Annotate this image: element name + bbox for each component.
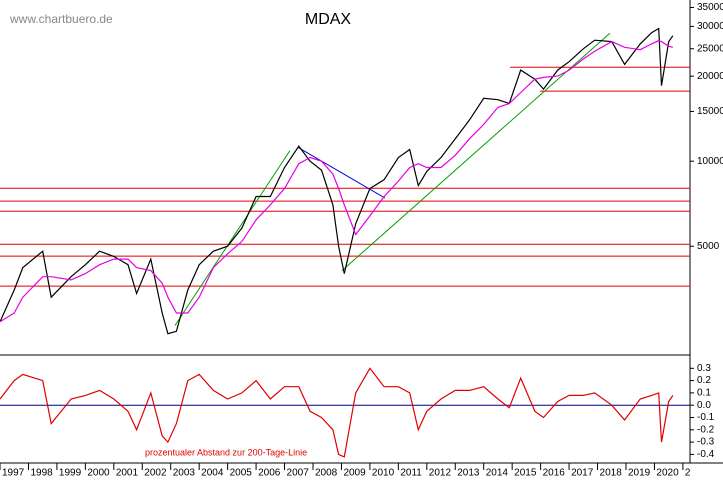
x-tick-label: 2017 [571, 468, 594, 479]
y-tick-label: 25000 [697, 43, 723, 54]
x-tick-label: 2013 [457, 468, 480, 479]
x-tick-label: 2014 [486, 468, 509, 479]
y-tick-label: 5000 [697, 241, 720, 252]
x-tick-label: 2000 [87, 468, 110, 479]
trend-line [174, 150, 291, 326]
x-tick-label: 2004 [201, 468, 224, 479]
x-tick-label: 1998 [30, 468, 53, 479]
x-tick-label: 2005 [230, 468, 253, 479]
x-tick-label: 2010 [372, 468, 395, 479]
y-tick-label: 30000 [697, 21, 723, 32]
series-line [0, 367, 674, 458]
x-tick-label: 2019 [628, 468, 651, 479]
x-tick-label: 2002 [144, 468, 167, 479]
x-tick-label: 1997 [2, 468, 25, 479]
y-tick-label: 20000 [697, 71, 723, 82]
y-tick-label: 0.3 [697, 363, 711, 374]
y-tick-label: -0.2 [697, 424, 715, 435]
x-tick-label: 1999 [59, 468, 82, 479]
series-line [0, 27, 674, 335]
x-tick-label: 2001 [116, 468, 139, 479]
x-tick-label: 2 [685, 468, 691, 479]
trend-line [297, 146, 386, 199]
y-tick-label: 0.0 [697, 400, 711, 411]
x-tick-label: 2015 [514, 468, 537, 479]
x-tick-label: 2008 [315, 468, 338, 479]
x-tick-label: 2020 [656, 468, 679, 479]
source: www.chartbuero.de [9, 12, 113, 26]
x-tick-label: 2011 [400, 468, 422, 479]
x-tick-label: 2009 [343, 468, 366, 479]
y-tick-label: 10000 [697, 156, 723, 167]
y-tick-label: -0.4 [697, 449, 715, 460]
x-tick-label: 2016 [543, 468, 566, 479]
y-tick-label: 0.1 [697, 388, 711, 399]
y-tick-label: 35000 [697, 2, 723, 13]
y-tick-label: -0.1 [697, 412, 715, 423]
x-tick-label: 2018 [600, 468, 623, 479]
y-tick-label: 15000 [697, 106, 723, 117]
annotation: prozentualer Abstand zur 200-Tage-Linie [145, 447, 307, 457]
x-tick-label: 2006 [258, 468, 281, 479]
trend-line [341, 32, 611, 271]
chart-title: MDAX [305, 11, 352, 28]
x-tick-label: 2007 [287, 468, 310, 479]
series-line [0, 40, 674, 323]
y-tick-label: -0.3 [697, 437, 715, 448]
x-tick-label: 2012 [429, 468, 452, 479]
x-tick-label: 2003 [173, 468, 196, 479]
y-tick-label: 0.2 [697, 375, 711, 386]
